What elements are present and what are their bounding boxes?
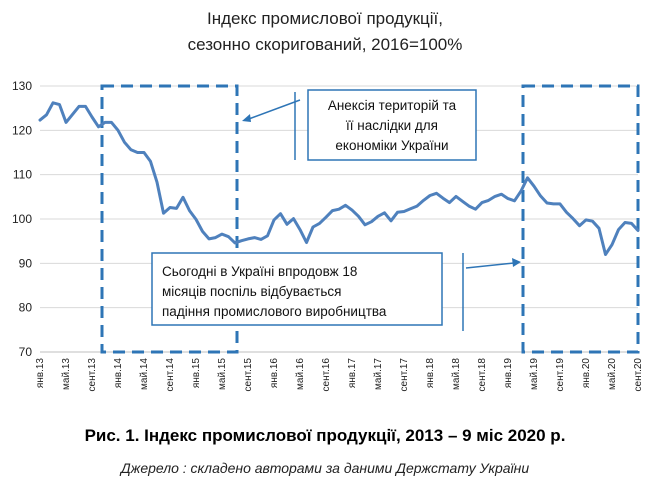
y-tick-label: 120 (12, 123, 32, 137)
x-tick-label: янв.20 (581, 358, 592, 389)
annexation-period-box (100, 84, 239, 354)
x-tick-label: сент.14 (165, 358, 176, 392)
x-tick-label: янв.17 (347, 358, 358, 389)
y-tick-label: 90 (19, 256, 33, 270)
series-layer (38, 101, 640, 256)
x-tick-label: янв.18 (425, 358, 436, 389)
x-tick-label: сент.20 (633, 358, 644, 392)
recent-decline-period-box (521, 84, 640, 354)
x-tick-label: сент.19 (555, 358, 566, 392)
annotation-box-annexation (307, 89, 477, 161)
x-tick-label: май.18 (451, 358, 462, 390)
y-tick-label: 80 (19, 301, 33, 315)
annotation-arrow-decline (465, 262, 515, 269)
arrowhead-decline (512, 258, 521, 267)
industrial-production-chart: Індекс промислової продукції, сезонно ск… (12, 9, 644, 392)
x-tick-label: май.15 (217, 358, 228, 390)
x-tick-label: май.16 (295, 358, 306, 390)
x-tick-label: янв.14 (113, 358, 124, 389)
chart-title-line-2: сезонно скоригований, 2016=100% (188, 35, 463, 54)
x-tick-label: сент.15 (243, 358, 254, 392)
series-line-industrial-production-index (38, 101, 640, 256)
chart-title-line-1: Індекс промислової продукції, (207, 9, 443, 28)
annotation-annexation-line-3: економіки України (335, 138, 448, 153)
x-tick-label: май.20 (607, 358, 618, 390)
x-tick-label: янв.13 (35, 358, 46, 389)
x-tick-label: сент.16 (321, 358, 332, 392)
x-tick-label: янв.19 (503, 358, 514, 389)
annotation-decline-line-3: падіння промислового виробництва (162, 304, 387, 319)
figure-caption: Рис. 1. Індекс промислової продукції, 20… (84, 426, 566, 445)
y-tick-label: 100 (12, 212, 32, 226)
x-tick-label: май.19 (529, 358, 540, 390)
y-tick-label: 70 (19, 345, 33, 359)
x-tick-label: май.13 (61, 358, 72, 390)
y-axis-ticks: 70 80 90 100 110 120 130 (12, 79, 32, 359)
annotation-annexation-line-1: Анексія територій та (328, 98, 457, 113)
x-tick-label: сент.13 (87, 358, 98, 392)
annotation-annexation-line-2: її наслідки для (345, 118, 438, 133)
annotation-box-decline (151, 252, 443, 326)
x-tick-label: сент.18 (477, 358, 488, 392)
y-tick-label: 130 (12, 79, 32, 93)
x-axis-ticks: янв.13 май.13 сент.13 янв.14 май.14 сент.14 ян… (35, 358, 644, 392)
arrowhead-annexation (242, 114, 251, 122)
annotation-decline-line-1: Сьогодні в Україні впродовж 18 (162, 264, 357, 279)
x-tick-label: сент.17 (399, 358, 410, 392)
x-tick-label: янв.16 (269, 358, 280, 389)
y-tick-label: 110 (13, 168, 32, 182)
x-tick-label: май.17 (373, 358, 384, 390)
x-tick-label: май.14 (139, 358, 150, 390)
figure-source: Джерело : складено авторами за даними Де… (120, 460, 530, 476)
annotation-decline-line-2: місяців поспіль відбувається (162, 284, 341, 299)
annotation-arrow-annexation (245, 99, 301, 121)
x-tick-label: янв.15 (191, 358, 202, 389)
